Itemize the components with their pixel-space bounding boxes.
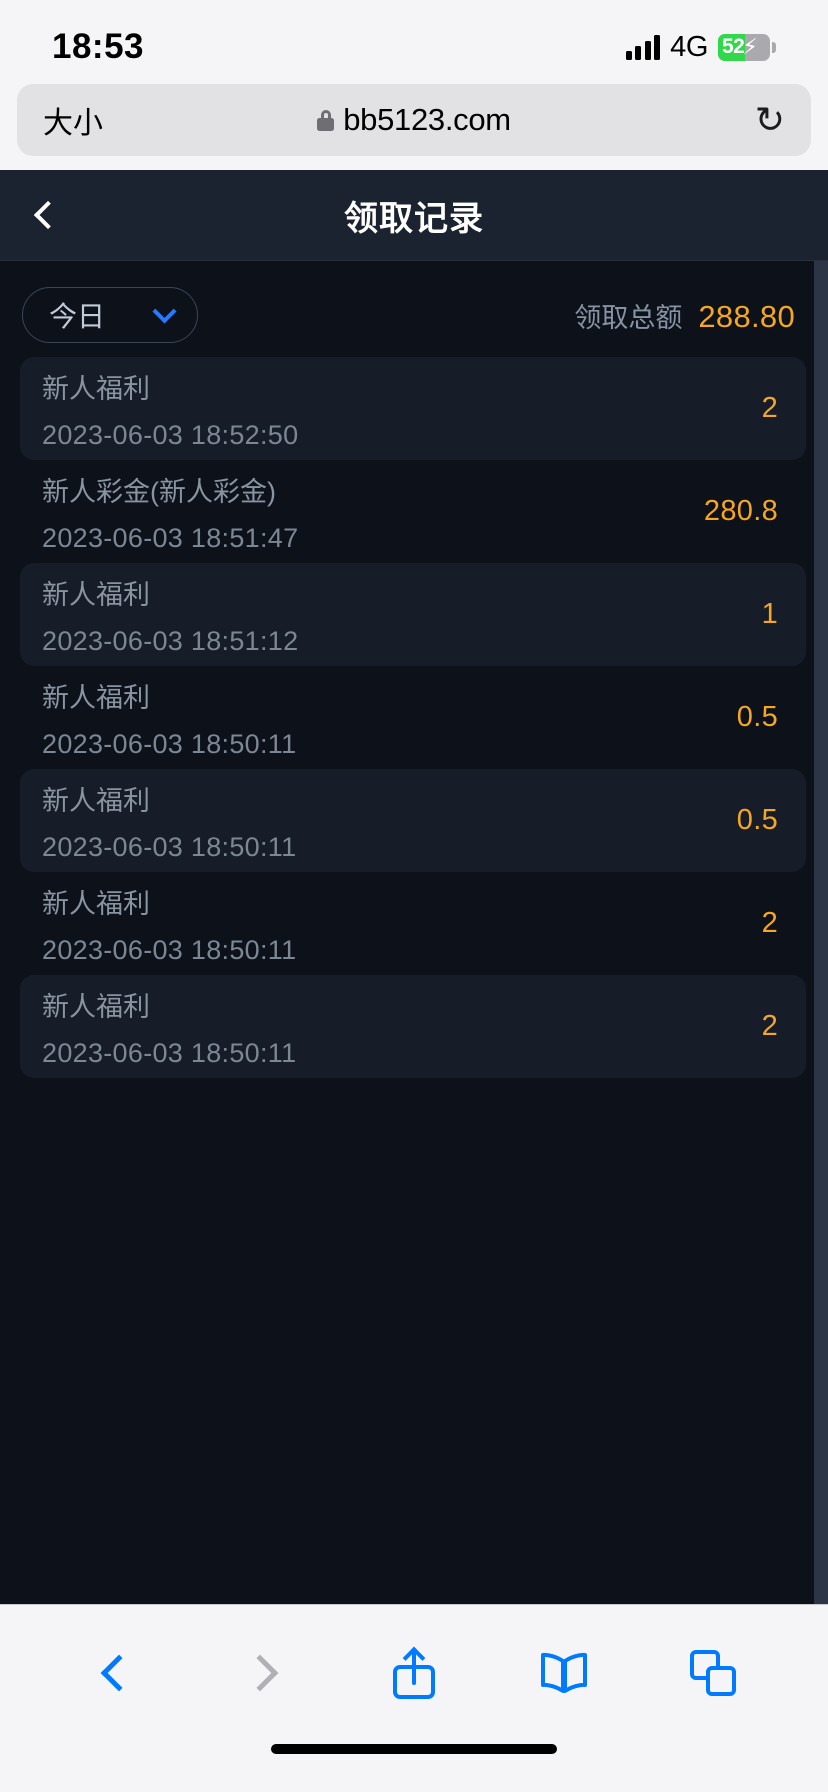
url-text: bb5123.com	[343, 102, 511, 137]
reload-icon[interactable]: ↻	[754, 99, 785, 140]
list-item[interactable]: 新人福利 2023-06-03 18:52:50 2	[20, 357, 806, 460]
record-amount: 1	[761, 598, 778, 630]
home-indicator[interactable]	[271, 1744, 557, 1754]
date-range-label: 今日	[49, 301, 106, 332]
address-bar[interactable]: 大小 bb5123.com ↻	[17, 84, 811, 156]
record-amount: 280.8	[703, 495, 778, 527]
record-title: 新人彩金(新人彩金)	[42, 476, 276, 507]
record-date: 2023-06-03 18:52:50	[42, 419, 299, 450]
record-date: 2023-06-03 18:50:11	[42, 1037, 297, 1068]
record-date: 2023-06-03 18:50:11	[42, 728, 297, 759]
list-item[interactable]: 新人福利 2023-06-03 18:50:11 2	[20, 975, 806, 1078]
date-range-dropdown[interactable]: 今日	[22, 287, 198, 343]
record-title: 新人福利	[42, 579, 150, 610]
battery-charging-bolt-icon: ⚡	[742, 34, 758, 59]
cellular-signal-icon	[625, 34, 661, 60]
list-item[interactable]: 新人福利 2023-06-03 18:50:11 0.5	[20, 666, 806, 769]
record-amount: 2	[761, 392, 778, 424]
battery-icon: 52 ⚡	[718, 33, 770, 61]
network-type-label: 4G	[670, 30, 708, 63]
app-header: 领取记录	[0, 170, 828, 261]
record-title: 新人福利	[42, 888, 150, 919]
chevron-right-icon	[242, 1654, 279, 1691]
tabs-icon	[690, 1649, 737, 1696]
record-title: 新人福利	[42, 682, 150, 713]
share-icon	[392, 1646, 435, 1699]
chevron-down-icon	[152, 298, 177, 324]
record-amount: 0.5	[736, 804, 778, 836]
records-list: 新人福利 2023-06-03 18:52:50 2 新人彩金(新人彩金) 20…	[0, 357, 828, 1078]
battery-cap	[772, 41, 776, 53]
total-value: 288.80	[698, 298, 795, 334]
record-title: 新人福利	[42, 373, 150, 404]
status-bar-clock: 18:53	[52, 27, 145, 66]
battery-fill	[718, 33, 746, 61]
record-title: 新人福利	[42, 785, 150, 816]
battery-percent-label: 52	[722, 35, 745, 58]
total-summary: 领取总额 288.80	[574, 296, 803, 335]
record-title: 新人福利	[42, 991, 150, 1022]
home-indicator-area	[0, 1740, 828, 1792]
list-item[interactable]: 新人福利 2023-06-03 18:51:12 1	[20, 563, 806, 666]
record-date: 2023-06-03 18:51:12	[42, 625, 299, 656]
url-display: bb5123.com	[17, 102, 811, 138]
list-item[interactable]: 新人彩金(新人彩金) 2023-06-03 18:51:47 280.8	[20, 460, 806, 563]
page-title: 领取记录	[344, 199, 484, 238]
chevron-left-icon	[100, 1654, 138, 1691]
list-item[interactable]: 新人福利 2023-06-03 18:50:11 2	[20, 872, 806, 975]
status-bar-indicators: 4G 52 ⚡	[625, 21, 776, 64]
record-date: 2023-06-03 18:51:47	[42, 522, 299, 553]
safari-address-bar-container: 大小 bb5123.com ↻	[0, 84, 828, 170]
record-date: 2023-06-03 18:50:11	[42, 934, 297, 965]
safari-bottom-toolbar	[0, 1604, 828, 1740]
book-icon	[540, 1652, 587, 1693]
tabs-button[interactable]	[667, 1627, 759, 1719]
record-date: 2023-06-03 18:50:11	[42, 831, 297, 862]
share-button[interactable]	[368, 1627, 460, 1719]
ios-status-bar: 18:53 4G 52 ⚡	[0, 0, 828, 84]
browser-forward-button[interactable]	[218, 1627, 310, 1719]
bookmarks-button[interactable]	[518, 1627, 610, 1719]
list-item[interactable]: 新人福利 2023-06-03 18:50:11 0.5	[20, 769, 806, 872]
record-amount: 0.5	[736, 701, 778, 733]
vertical-scrollbar[interactable]	[814, 261, 828, 1604]
text-size-button[interactable]: 大小	[43, 107, 103, 140]
total-label: 领取总额	[574, 302, 683, 333]
lock-icon	[317, 109, 335, 131]
record-amount: 2	[761, 1010, 778, 1042]
browser-back-button[interactable]	[69, 1627, 161, 1719]
page-content: 今日 领取总额 288.80 新人福利 2023-06-03 18:52:50 …	[0, 261, 828, 1604]
record-amount: 2	[761, 907, 778, 939]
filter-summary-row: 今日 领取总额 288.80	[0, 261, 828, 357]
